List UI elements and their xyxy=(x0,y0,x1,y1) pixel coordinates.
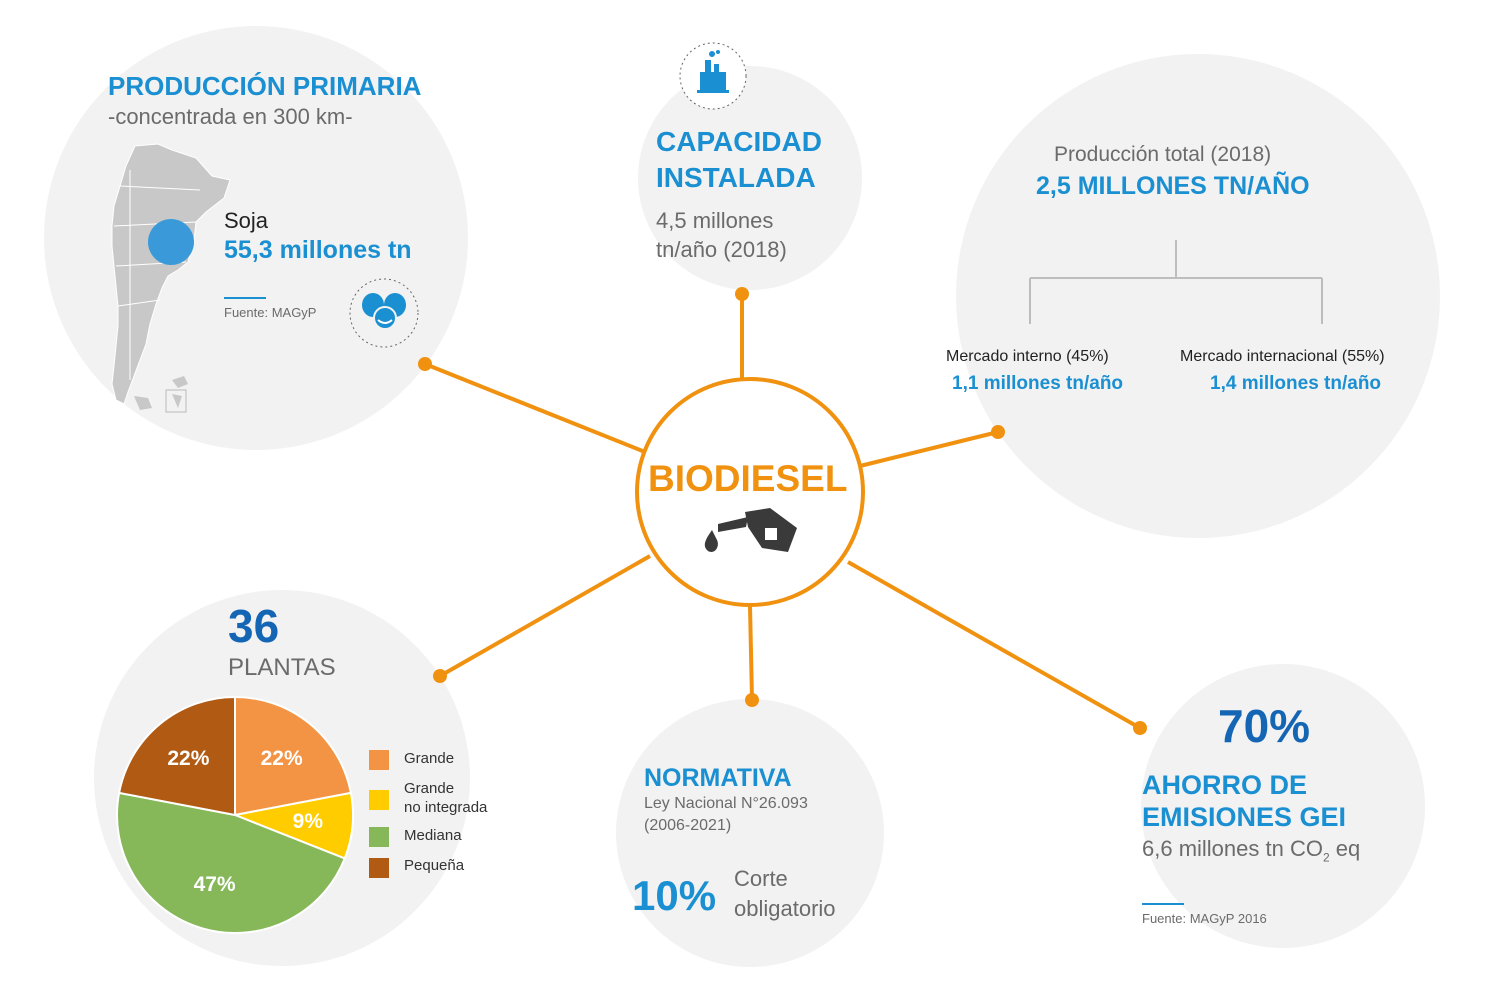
ahorro-title-1: AHORRO DE xyxy=(1142,770,1308,800)
produccion-primaria-circle xyxy=(44,26,468,450)
mercado-internacional-label: Mercado internacional (55%) xyxy=(1180,348,1385,365)
normativa-percent: 10% xyxy=(632,872,717,919)
plantas-pie-chart xyxy=(116,695,354,934)
produccion-primaria-subtitle: -concentrada en 300 km- xyxy=(108,104,353,129)
map-provinces xyxy=(113,170,201,380)
normativa-law-1: Ley Nacional N°26.093 xyxy=(644,795,808,812)
normativa-law-2: (2006-2021) xyxy=(644,817,732,834)
pie-label-grande-no-integrada: 9% xyxy=(292,809,324,833)
connector-produccion xyxy=(424,362,646,454)
normativa-circle xyxy=(616,699,884,967)
ahorro-circle xyxy=(1141,664,1425,948)
legend-label-grande-no-integrada: Grande no integrada xyxy=(404,780,488,816)
produccion-primaria-title: PRODUCCIÓN PRIMARIA xyxy=(108,71,422,101)
normativa-title: NORMATIVA xyxy=(644,764,792,792)
legend-swatch-pequena xyxy=(369,858,389,878)
connector-plantas xyxy=(439,554,651,678)
pie-label-grande: 22% xyxy=(260,746,303,770)
produccion-total-label: Producción total (2018) xyxy=(1054,143,1272,166)
produccion-total-circle xyxy=(956,54,1440,538)
ahorro-value: 6,6 millones tn CO2 eq xyxy=(1142,836,1361,865)
crop-amount: 55,3 millones tn xyxy=(224,236,412,264)
legend-label-grande: Grande xyxy=(404,750,455,767)
legend-swatch-grande xyxy=(369,750,389,770)
pie-slice-mediana xyxy=(116,791,347,934)
corte-line-2: obligatorio xyxy=(734,896,836,921)
legend-label-pequena: Pequeña xyxy=(404,857,465,874)
connector-normativa xyxy=(748,605,754,700)
ahorro-percent: 70% xyxy=(1218,700,1311,752)
legend-swatch-mediana xyxy=(369,827,389,847)
capacidad-circle xyxy=(638,66,862,290)
soybean-icon-ring xyxy=(349,278,419,348)
soybean-icon xyxy=(362,293,406,330)
capacidad-value-1: 4,5 millones xyxy=(656,208,774,233)
mercado-interno-label: Mercado interno (45%) xyxy=(946,348,1109,365)
argentina-map xyxy=(111,143,231,405)
mercado-internacional-value: 1,4 millones tn/año xyxy=(1210,373,1382,394)
mercado-interno-value: 1,1 millones tn/año xyxy=(952,373,1124,394)
pie-label-mediana: 47% xyxy=(193,873,236,897)
produccion-total-value: 2,5 MILLONES TN/AÑO xyxy=(1036,172,1310,200)
plantas-label: PLANTAS xyxy=(228,654,336,681)
biodiesel-circle xyxy=(635,377,865,607)
market-split-tree xyxy=(1029,240,1323,324)
capacidad-title-1: CAPACIDAD xyxy=(656,126,822,157)
pie-label-pequeña: 22% xyxy=(167,746,210,770)
biodiesel-title: BIODIESEL xyxy=(648,458,848,499)
tierra-del-fuego xyxy=(134,396,152,410)
capacidad-title-2: INSTALADA xyxy=(656,162,816,193)
soja-region-marker xyxy=(148,219,194,265)
plantas-count: 36 xyxy=(228,600,280,652)
islands-inset xyxy=(165,376,188,413)
factory-icon xyxy=(697,50,729,93)
corte-line-1: Corte xyxy=(734,866,788,891)
ahorro-source: Fuente: MAGyP 2016 xyxy=(1142,911,1267,926)
crop-name: Soja xyxy=(224,208,269,233)
capacidad-value-2: tn/año (2018) xyxy=(656,237,787,262)
connector-total xyxy=(859,430,999,468)
pie-slice-pequeña xyxy=(117,695,236,817)
pie-slice-grande xyxy=(234,695,353,817)
produccion-source: Fuente: MAGyP xyxy=(224,305,317,320)
ahorro-title-2: EMISIONES GEI xyxy=(1142,802,1347,832)
fuel-nozzle-icon xyxy=(704,508,797,552)
connector-ahorro xyxy=(847,560,1141,730)
connector-dots xyxy=(418,287,1147,735)
legend-swatch-grande-no-integrada xyxy=(369,790,389,810)
legend-label-mediana: Mediana xyxy=(404,827,462,844)
connectors xyxy=(424,294,1141,730)
